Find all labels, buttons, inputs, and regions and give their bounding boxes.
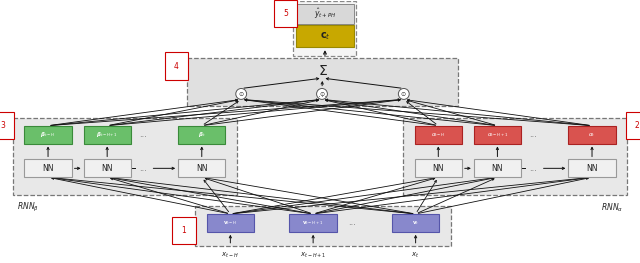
Text: $RNN_{\alpha}$: $RNN_{\alpha}$ (602, 201, 623, 214)
Text: $\Sigma$: $\Sigma$ (317, 64, 328, 78)
Text: $x_{t-H}$: $x_{t-H}$ (221, 251, 239, 260)
Bar (296, 4, 353, 23)
Circle shape (398, 88, 409, 99)
Text: $\mathbf{v}_{t}$: $\mathbf{v}_{t}$ (412, 219, 419, 227)
Text: $x_t$: $x_t$ (412, 251, 420, 260)
Bar (293, 1, 356, 56)
Text: $\alpha_{t-H+1}$: $\alpha_{t-H+1}$ (486, 131, 508, 139)
Bar (83, 126, 131, 144)
Text: NN: NN (433, 164, 444, 173)
Text: $\alpha_{t}$: $\alpha_{t}$ (588, 131, 596, 139)
Text: $\odot$: $\odot$ (401, 90, 407, 98)
Bar (24, 159, 72, 177)
Text: $\mathbf{v}_{t-H+1}$: $\mathbf{v}_{t-H+1}$ (302, 219, 324, 227)
Text: ...: ... (317, 89, 326, 99)
Circle shape (236, 88, 246, 99)
Bar (207, 214, 254, 232)
Text: $\mathbf{v}_{t-H}$: $\mathbf{v}_{t-H}$ (223, 219, 237, 227)
Bar (568, 159, 616, 177)
Text: NN: NN (492, 164, 503, 173)
Bar (289, 214, 337, 232)
Text: $x_{t-H+1}$: $x_{t-H+1}$ (300, 251, 326, 260)
Bar (296, 26, 353, 47)
Text: $\odot$: $\odot$ (319, 90, 325, 98)
Bar (187, 58, 458, 106)
Bar (178, 126, 225, 144)
Bar (178, 159, 225, 177)
Text: 1: 1 (182, 226, 186, 235)
Bar (474, 126, 521, 144)
Bar (195, 206, 451, 246)
Bar (392, 214, 439, 232)
Text: 5: 5 (283, 9, 288, 18)
Text: NN: NN (101, 164, 113, 173)
Text: $\mathbf{c}_t$: $\mathbf{c}_t$ (319, 31, 330, 42)
Text: NN: NN (586, 164, 598, 173)
Text: ...: ... (139, 130, 147, 139)
Bar (24, 126, 72, 144)
Text: $\boldsymbol{\beta}_{t-H+1}$: $\boldsymbol{\beta}_{t-H+1}$ (96, 130, 118, 139)
Bar (568, 126, 616, 144)
Text: $\alpha_{t-H}$: $\alpha_{t-H}$ (431, 131, 445, 139)
Text: $\odot$: $\odot$ (238, 90, 244, 98)
Text: ...: ... (349, 218, 356, 227)
Text: NN: NN (196, 164, 207, 173)
Text: 2: 2 (635, 121, 640, 130)
Bar (415, 126, 462, 144)
Bar (403, 118, 627, 195)
Text: 4: 4 (173, 62, 179, 71)
Text: $\boldsymbol{\beta}_{t-H}$: $\boldsymbol{\beta}_{t-H}$ (40, 130, 56, 139)
Text: $\boldsymbol{\beta}_{t}$: $\boldsymbol{\beta}_{t}$ (198, 130, 205, 139)
Text: ...: ... (529, 130, 537, 139)
Bar (13, 118, 237, 195)
Bar (83, 159, 131, 177)
Circle shape (317, 88, 328, 99)
Bar (415, 159, 462, 177)
Text: ...: ... (529, 164, 537, 173)
Text: ...: ... (139, 164, 147, 173)
Bar (474, 159, 521, 177)
Text: 3: 3 (0, 121, 5, 130)
Text: $\hat{y}_{t+PH}$: $\hat{y}_{t+PH}$ (314, 6, 336, 21)
Text: NN: NN (42, 164, 54, 173)
Text: $RNN_{\beta}$: $RNN_{\beta}$ (17, 201, 38, 214)
